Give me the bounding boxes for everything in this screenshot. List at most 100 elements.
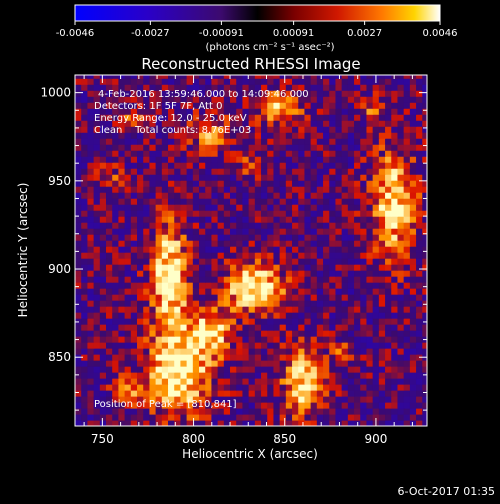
heatmap-cell [106, 192, 113, 199]
heatmap-cell [409, 270, 417, 277]
heatmap-cell [217, 192, 225, 199]
heatmap-cell [323, 372, 330, 379]
heatmap-cell [118, 198, 126, 205]
heatmap-cell [223, 102, 231, 109]
heatmap-cell [335, 324, 343, 331]
heatmap-cell [316, 180, 324, 187]
heatmap-cell [192, 252, 200, 259]
heatmap-cell [75, 108, 82, 115]
heatmap-cell [422, 90, 427, 97]
heatmap-cell [149, 324, 157, 331]
heatmap-cell [366, 204, 374, 211]
heatmap-cell [316, 348, 324, 355]
heatmap-cell [118, 174, 126, 181]
heatmap-cell [230, 132, 237, 139]
heatmap-cell [409, 90, 417, 97]
heatmap-cell [378, 348, 386, 355]
heatmap-cell [341, 276, 349, 283]
heatmap-cell [329, 270, 337, 277]
heatmap-cell [422, 156, 427, 163]
heatmap-cell [168, 330, 175, 337]
heatmap-cell [403, 252, 411, 259]
heatmap-cell [341, 270, 349, 277]
heatmap-cell [391, 396, 399, 403]
heatmap-cell [422, 180, 427, 187]
heatmap-cell [341, 300, 349, 307]
heatmap-cell [205, 420, 213, 426]
heatmap-cell [248, 390, 256, 397]
heatmap-cell [124, 264, 132, 271]
heatmap-cell [223, 126, 231, 133]
heatmap-cell [285, 216, 293, 223]
heatmap-cell [168, 378, 175, 385]
heatmap-cell [155, 360, 163, 367]
heatmap-cell [211, 264, 219, 271]
heatmap-cell [248, 162, 256, 169]
heatmap-cell [230, 396, 237, 403]
heatmap-cell [354, 264, 361, 271]
heatmap-cell [285, 96, 293, 103]
heatmap-cell [130, 258, 138, 265]
heatmap-cell [192, 96, 200, 103]
heatmap-cell [124, 174, 132, 181]
heatmap-cell [130, 270, 138, 277]
heatmap-cell [223, 222, 231, 229]
heatmap-cell [409, 276, 417, 283]
heatmap-cell [124, 360, 132, 367]
heatmap-cell [378, 156, 386, 163]
heatmap-cell [298, 186, 306, 193]
heatmap-cell [261, 384, 268, 391]
heatmap-cell [403, 144, 411, 151]
heatmap-cell [155, 342, 163, 349]
heatmap-cell [378, 222, 386, 229]
heatmap-cell [298, 414, 306, 421]
heatmap-cell [106, 174, 113, 181]
heatmap-cell [192, 144, 200, 151]
heatmap-cell [217, 84, 225, 91]
heatmap-cell [316, 288, 324, 295]
heatmap-cell [149, 402, 157, 409]
heatmap-cell [168, 234, 175, 241]
heatmap-cell [360, 264, 368, 271]
heatmap-cell [397, 420, 405, 426]
heatmap-cell [285, 150, 293, 157]
heatmap-cell [112, 306, 120, 313]
heatmap-cell [341, 258, 349, 265]
heatmap-cell [199, 132, 206, 139]
heatmap-cell [292, 288, 299, 295]
heatmap-cell [155, 324, 163, 331]
heatmap-cell [149, 276, 157, 283]
heatmap-cell [217, 360, 225, 367]
heatmap-cell [149, 156, 157, 163]
heatmap-cell [391, 138, 399, 145]
heatmap-cell [279, 324, 287, 331]
heatmap-cell [223, 96, 231, 103]
heatmap-cell [149, 378, 157, 385]
heatmap-cell [112, 144, 120, 151]
heatmap-cell [310, 396, 318, 403]
heatmap-cell [124, 162, 132, 169]
heatmap-cell [174, 75, 182, 79]
heatmap-cell [366, 228, 374, 235]
heatmap-cell [254, 366, 262, 373]
heatmap-cell [316, 78, 324, 85]
heatmap-cell [161, 408, 169, 415]
heatmap-cell [137, 258, 144, 265]
heatmap-cell [335, 348, 343, 355]
heatmap-cell [217, 276, 225, 283]
heatmap-cell [130, 192, 138, 199]
heatmap-cell [149, 150, 157, 157]
heatmap-cell [211, 114, 219, 121]
heatmap-cell [223, 294, 231, 301]
heatmap-cell [285, 192, 293, 199]
heatmap-cell [397, 276, 405, 283]
heatmap-cell [199, 102, 206, 109]
heatmap-cell [403, 192, 411, 199]
heatmap-cell [143, 126, 151, 133]
heatmap-cell [323, 390, 330, 397]
heatmap-cell [372, 294, 380, 301]
heatmap-cell [285, 252, 293, 259]
heatmap-cell [329, 210, 337, 217]
heatmap-cell [273, 150, 281, 157]
heatmap-cell [149, 318, 157, 325]
